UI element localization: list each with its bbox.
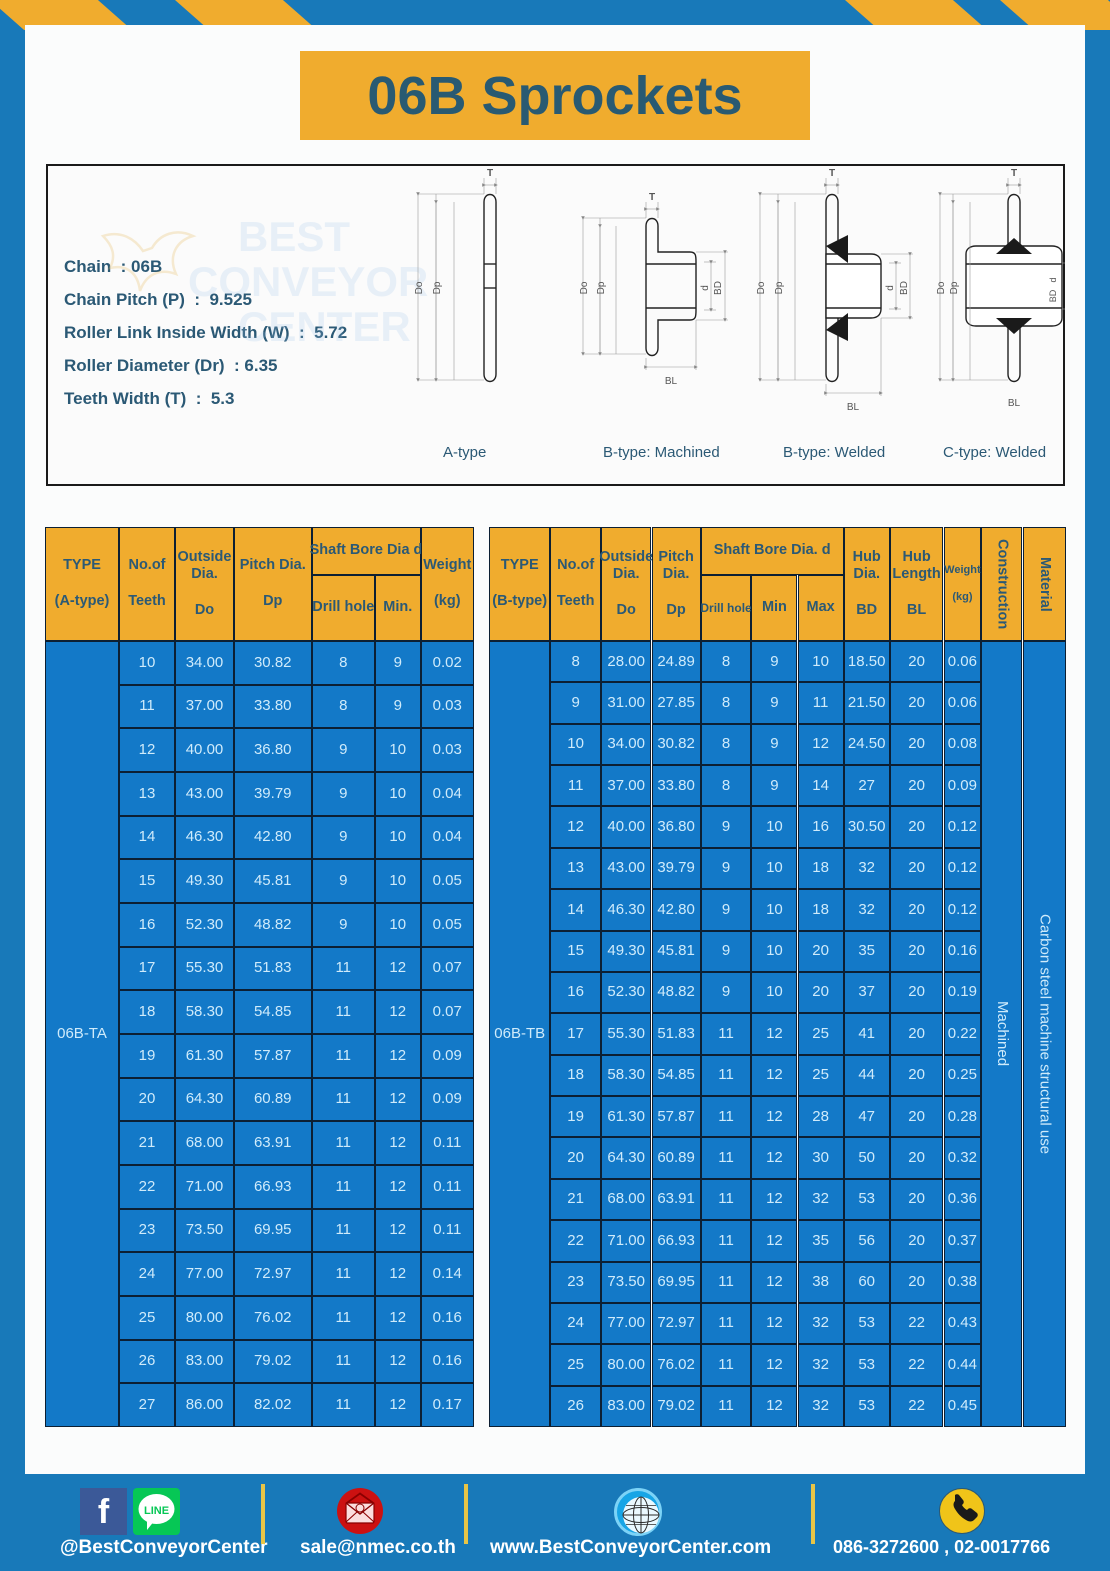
svg-text:BL: BL: [847, 402, 860, 413]
svg-text:d: d: [885, 285, 896, 291]
svg-text:Dp: Dp: [432, 281, 443, 294]
svg-text:BD: BD: [1048, 289, 1058, 302]
svg-text:T: T: [829, 168, 835, 179]
svg-text:Do: Do: [414, 281, 425, 294]
svg-text:BL: BL: [665, 376, 678, 387]
svg-text:Do: Do: [936, 281, 947, 294]
svg-text:CONVEYOR: CONVEYOR: [188, 258, 428, 305]
svg-text:BL: BL: [1008, 398, 1021, 409]
svg-text:Dp: Dp: [774, 281, 785, 294]
svg-text:Do: Do: [756, 281, 767, 294]
svg-text:BD: BD: [713, 281, 724, 295]
svg-text:BEST: BEST: [238, 213, 350, 260]
svg-text:Dp: Dp: [949, 281, 960, 294]
svg-text:d: d: [700, 285, 711, 291]
svg-text:BD: BD: [899, 281, 910, 295]
svg-text:d: d: [1048, 277, 1058, 282]
svg-text:LINE: LINE: [144, 1505, 169, 1517]
svg-text:T: T: [487, 168, 493, 179]
svg-text:Do: Do: [579, 281, 590, 294]
svg-text:CENTER: CENTER: [238, 303, 411, 350]
svg-text:T: T: [1011, 168, 1017, 179]
svg-text:f: f: [98, 1493, 110, 1531]
svg-text:Dp: Dp: [596, 281, 607, 294]
svg-text:T: T: [649, 192, 655, 203]
